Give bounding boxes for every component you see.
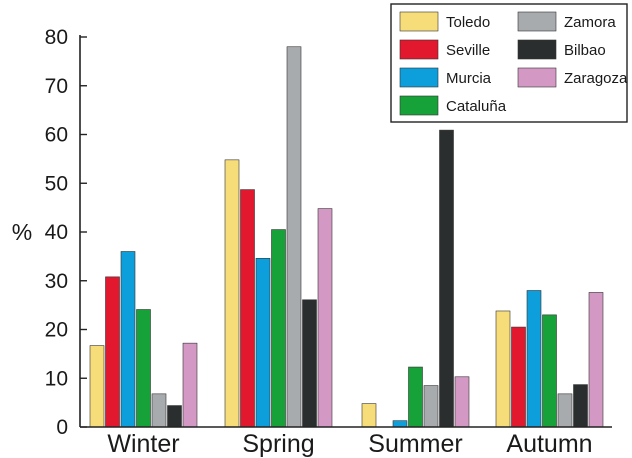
bar-summer-bilbao bbox=[439, 129, 454, 428]
legend-item: Murcia bbox=[399, 67, 492, 88]
bar-autumn-zamora bbox=[557, 393, 573, 428]
bar-summer-zaragoza bbox=[454, 376, 470, 428]
legend-item: Seville bbox=[399, 39, 490, 60]
bar-autumn-murcia bbox=[526, 290, 542, 428]
legend-item: Cataluña bbox=[399, 95, 507, 116]
x-tick-label: Spring bbox=[242, 430, 314, 458]
legend-swatch bbox=[399, 95, 439, 116]
x-tick-label: Autumn bbox=[506, 430, 592, 458]
legend-swatch bbox=[399, 39, 439, 60]
bar-autumn-toledo bbox=[495, 310, 511, 428]
x-axis: Winter Spring Summer Autumn bbox=[80, 426, 612, 458]
legend-swatch bbox=[517, 67, 557, 88]
legend-swatch bbox=[399, 67, 439, 88]
bar-winter-murcia bbox=[120, 251, 136, 428]
y-tick-label: 40 bbox=[45, 221, 68, 244]
bar-spring-murcia bbox=[255, 258, 271, 428]
legend-item: Zaragoza bbox=[517, 67, 628, 88]
y-tick-label: 80 bbox=[45, 26, 68, 49]
y-tick-label: 0 bbox=[56, 416, 68, 439]
y-axis-label: % bbox=[12, 219, 32, 245]
bar-spring-toledo bbox=[224, 159, 240, 428]
y-tick-label: 70 bbox=[45, 75, 68, 98]
y-tick-label: 30 bbox=[45, 270, 68, 293]
bar-group-summer bbox=[361, 129, 470, 428]
bar-autumn-seville bbox=[511, 326, 526, 428]
legend-label: Murcia bbox=[446, 70, 492, 87]
bar-spring-catalua bbox=[271, 229, 286, 428]
legend-label: Cataluña bbox=[446, 98, 507, 115]
legend-swatch bbox=[517, 39, 557, 60]
bar-autumn-catalua bbox=[542, 314, 557, 428]
bar-spring-zamora bbox=[286, 46, 302, 428]
legend-label: Toledo bbox=[446, 14, 490, 31]
y-tick-label: 10 bbox=[45, 367, 68, 390]
bar-spring-zaragoza bbox=[317, 208, 333, 428]
bar-winter-bilbao bbox=[167, 405, 182, 428]
bar-summer-toledo bbox=[361, 403, 377, 428]
bar-winter-zaragoza bbox=[182, 342, 198, 428]
legend-label: Zamora bbox=[564, 14, 616, 31]
bar-group-autumn bbox=[495, 290, 604, 428]
bars bbox=[89, 46, 604, 428]
bar-winter-catalua bbox=[136, 309, 151, 428]
legend-label: Zaragoza bbox=[564, 70, 628, 87]
bar-autumn-zaragoza bbox=[588, 292, 604, 428]
legend-item: Bilbao bbox=[517, 39, 606, 60]
bar-summer-murcia bbox=[392, 420, 408, 428]
bar-summer-catalua bbox=[408, 366, 423, 428]
bar-group-winter bbox=[89, 251, 198, 428]
y-axis: 0 10 20 30 40 50 60 70 80 bbox=[45, 26, 87, 439]
bar-autumn-bilbao bbox=[573, 384, 588, 428]
y-tick-label: 20 bbox=[45, 319, 68, 342]
bar-summer-zamora bbox=[423, 385, 439, 428]
legend-swatch bbox=[399, 11, 439, 32]
bar-winter-toledo bbox=[89, 345, 105, 428]
legend-label: Bilbao bbox=[564, 42, 606, 59]
bar-winter-seville bbox=[105, 276, 120, 428]
bar-spring-seville bbox=[240, 189, 255, 428]
x-tick-label: Winter bbox=[107, 430, 179, 458]
legend-item: Toledo bbox=[399, 11, 490, 32]
bar-spring-bilbao bbox=[302, 299, 317, 428]
x-tick-label: Summer bbox=[368, 430, 462, 458]
legend-label: Seville bbox=[446, 42, 490, 59]
legend-swatch bbox=[517, 11, 557, 32]
y-tick-label: 50 bbox=[45, 172, 68, 195]
y-tick-label: 60 bbox=[45, 124, 68, 147]
bar-winter-zamora bbox=[151, 393, 167, 428]
bar-group-spring bbox=[224, 46, 333, 428]
legend: Toledo Seville Murcia Cataluña Zamora Bilbao Z… bbox=[390, 3, 628, 123]
legend-item: Zamora bbox=[517, 11, 616, 32]
